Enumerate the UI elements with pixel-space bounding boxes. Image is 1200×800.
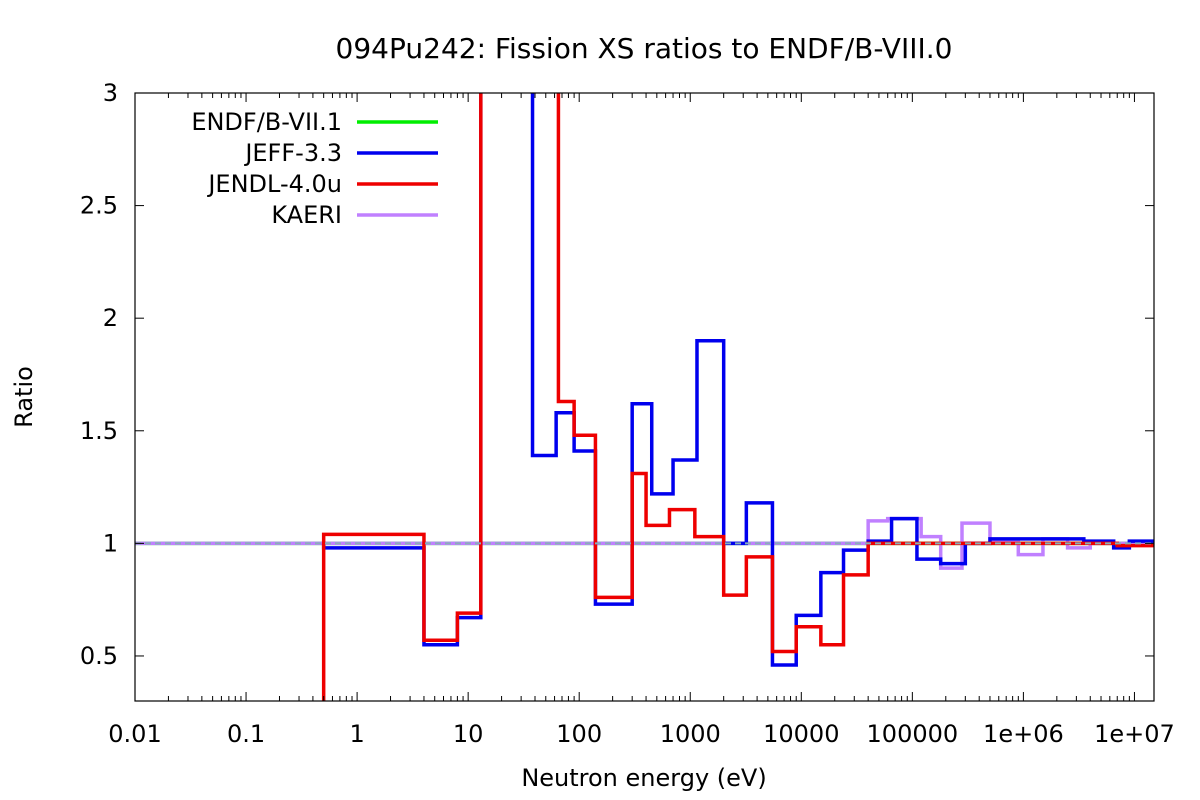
y-axis-label: Ratio bbox=[10, 366, 38, 428]
legend-item-jeff-3-3: JEFF-3.3 bbox=[243, 139, 438, 167]
legend-label: JEFF-3.3 bbox=[243, 139, 342, 167]
y-tick-label: 3 bbox=[103, 79, 118, 107]
y-tick-label: 2.5 bbox=[80, 192, 118, 220]
series-line-jeff-3-3 bbox=[321, 93, 1154, 667]
legend-item-endf-b-vii-1: ENDF/B-VII.1 bbox=[191, 108, 438, 136]
x-tick-label: 1e+07 bbox=[1094, 720, 1175, 748]
x-tick-label: 1e+06 bbox=[983, 720, 1064, 748]
legend-item-jendl-4-0u: JENDL-4.0u bbox=[206, 170, 438, 198]
legend: ENDF/B-VII.1 JEFF-3.3 JENDL-4.0u KAERI bbox=[191, 108, 438, 229]
legend-label: JENDL-4.0u bbox=[206, 170, 342, 198]
x-tick-label: 100000 bbox=[867, 720, 959, 748]
y-tick-label: 0.5 bbox=[80, 642, 118, 670]
x-tick-label: 1 bbox=[349, 720, 364, 748]
legend-item-kaeri: KAERI bbox=[271, 201, 438, 229]
x-tick-label: 100 bbox=[556, 720, 602, 748]
x-tick-label: 10 bbox=[453, 720, 484, 748]
y-tick-label: 2 bbox=[103, 304, 118, 332]
x-tick-label: 0.01 bbox=[108, 720, 161, 748]
x-tick-label: 10000 bbox=[763, 720, 839, 748]
plot-frame bbox=[134, 92, 1155, 702]
chart-title: 094Pu242: Fission XS ratios to ENDF/B-VI… bbox=[336, 32, 953, 65]
x-tick-label: 1000 bbox=[660, 720, 721, 748]
legend-label: KAERI bbox=[271, 201, 342, 229]
series-line-jendl-4-0u bbox=[321, 93, 1154, 701]
series-layer bbox=[135, 93, 1154, 701]
legend-label: ENDF/B-VII.1 bbox=[191, 108, 342, 136]
y-tick-label: 1 bbox=[103, 529, 118, 557]
x-tick-label: 0.1 bbox=[227, 720, 265, 748]
y-tick-label: 1.5 bbox=[80, 417, 118, 445]
x-axis-label: Neutron energy (eV) bbox=[521, 764, 766, 792]
tick-layer: 0.01 0.1 1 10 100 1000 10000 100000 1e+06 1e+07 0.… bbox=[80, 79, 1175, 748]
